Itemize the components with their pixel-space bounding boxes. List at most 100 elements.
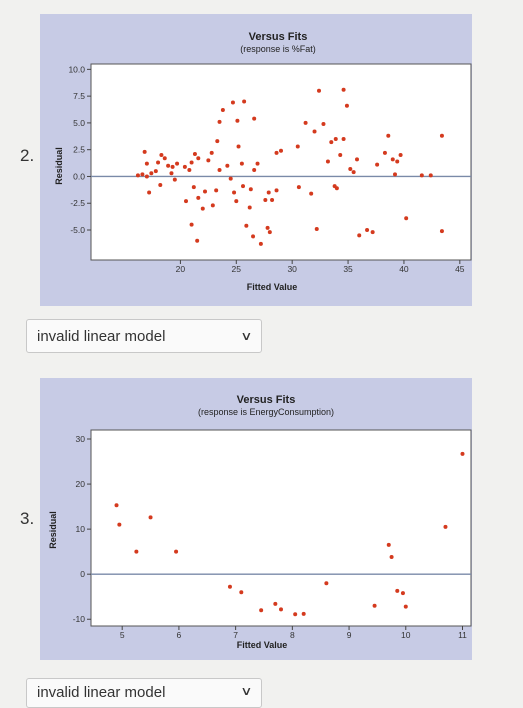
data-point [248,187,253,192]
x-axis-label: Fitted Value [237,640,288,650]
data-point [293,612,298,617]
plot-area [90,429,472,627]
y-tick-label: 7.5 [73,91,85,101]
data-point [236,144,241,149]
data-point [259,608,264,613]
data-point [169,171,174,176]
data-point [195,238,200,243]
y-tick-label: 0.0 [73,171,85,181]
y-tick-label: 10 [76,524,86,534]
data-point [214,188,219,193]
x-tick-label: 30 [287,264,297,274]
y-tick-label: 0 [80,569,85,579]
data-point [267,230,272,235]
x-tick-label: 8 [290,630,295,640]
data-point [144,174,149,179]
answer-dropdown[interactable]: invalid linear model ∨ [26,678,262,708]
data-point [209,150,214,155]
data-point [398,153,403,158]
data-point [230,100,235,105]
data-point [140,172,145,177]
data-point [147,190,152,195]
data-point [182,164,187,169]
data-point [159,153,164,158]
data-point [217,168,222,173]
data-point [324,581,329,586]
data-point [274,188,279,193]
data-point [389,555,394,560]
data-point [148,515,153,520]
data-point [296,185,301,190]
data-point [172,177,177,182]
x-tick-label: 6 [177,630,182,640]
chevron-down-icon: ∨ [240,684,253,698]
data-point [273,601,278,606]
answer-dropdown[interactable]: invalid linear model ∨ [26,319,262,353]
data-point [215,139,220,144]
y-tick-label: 10.0 [68,64,85,74]
data-point [144,161,149,166]
data-point [321,121,326,126]
y-tick-label: 2.5 [73,145,85,155]
data-point [395,159,400,164]
data-point [225,163,230,168]
answer-dropdown-value: invalid linear model [37,684,166,701]
data-point [279,148,283,153]
y-tick-label: 5.0 [73,118,85,128]
y-axis-label: Residual [48,511,58,549]
plot-area [90,63,472,261]
data-point [242,99,247,104]
x-tick-label: 40 [399,264,409,274]
data-point [255,161,260,166]
data-point [266,190,271,195]
x-tick-label: 10 [401,630,411,640]
data-point [332,184,337,189]
data-point [338,153,343,158]
y-tick-label: -10 [73,614,86,624]
data-point [239,590,244,595]
question-number: 2. [20,146,35,165]
data-point [309,191,314,196]
data-point [241,184,245,189]
data-point [206,158,211,163]
data-point [393,172,397,177]
data-point [191,185,196,190]
y-tick-label: 20 [76,479,86,489]
data-point [162,156,167,161]
x-tick-label: 5 [120,630,125,640]
data-point [142,149,147,154]
y-axis-label: Residual [54,147,64,185]
data-point [234,199,239,204]
data-point [443,524,448,529]
chart-title: Versus Fits [249,31,308,43]
data-point [301,611,306,616]
data-point [228,176,233,181]
x-tick-label: 20 [176,264,186,274]
y-tick-label: -2.5 [70,198,85,208]
data-point [189,222,194,227]
data-point [196,195,201,200]
residual-plot-energy: Versus Fits(response is EnergyConsumptio… [40,378,472,660]
x-tick-label: 35 [343,264,353,274]
chart-title: Versus Fits [237,394,296,406]
data-point [184,199,188,204]
y-tick-label: -5.0 [70,225,85,235]
data-point [390,157,395,162]
data-point [348,166,353,171]
data-point [395,588,400,593]
data-point [263,198,268,203]
answer-dropdown-value: invalid linear model [37,327,166,345]
data-point [135,173,140,178]
data-point [114,503,119,508]
data-point [210,203,215,208]
data-point [439,229,444,234]
data-point [239,161,244,166]
data-point [375,162,380,167]
data-point [439,133,444,138]
data-point [295,144,300,149]
data-point [232,190,237,195]
data-point [192,151,197,156]
data-point [460,451,465,456]
data-point [187,168,192,173]
data-point [252,168,257,173]
